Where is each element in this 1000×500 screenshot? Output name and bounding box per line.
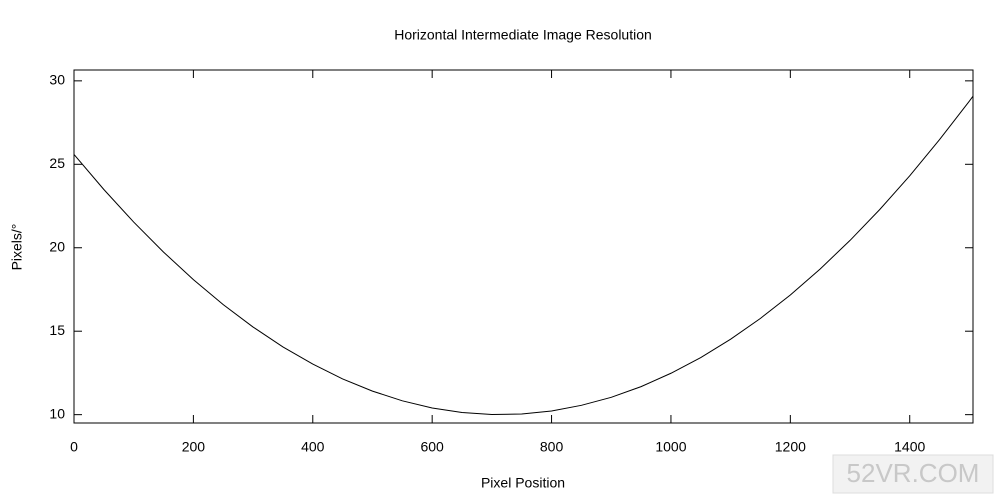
line-series: [73, 95, 974, 415]
watermark-box: [832, 454, 994, 494]
y-tick-label: 15: [49, 322, 65, 338]
x-tick-label: 600: [420, 439, 444, 455]
y-tick-label: 10: [49, 405, 65, 421]
x-tick-label: 1400: [894, 439, 925, 455]
y-tick-label: 20: [49, 238, 65, 254]
x-tick-label: 1200: [775, 439, 806, 455]
x-tick-label: 800: [540, 439, 564, 455]
y-axis-label: Pixels/°: [9, 224, 25, 271]
x-tick-label: 0: [70, 439, 78, 455]
x-axis-label: Pixel Position: [481, 475, 565, 491]
chart-title: Horizontal Intermediate Image Resolution: [394, 27, 652, 43]
x-tick-label: 200: [182, 439, 206, 455]
y-tick-label: 25: [49, 155, 65, 171]
watermark: 52VR.COM: [847, 458, 980, 488]
x-tick-label: 400: [301, 439, 325, 455]
x-tick-label: 1000: [655, 439, 686, 455]
y-tick-label: 30: [49, 72, 65, 88]
plot-frame: [73, 69, 974, 424]
